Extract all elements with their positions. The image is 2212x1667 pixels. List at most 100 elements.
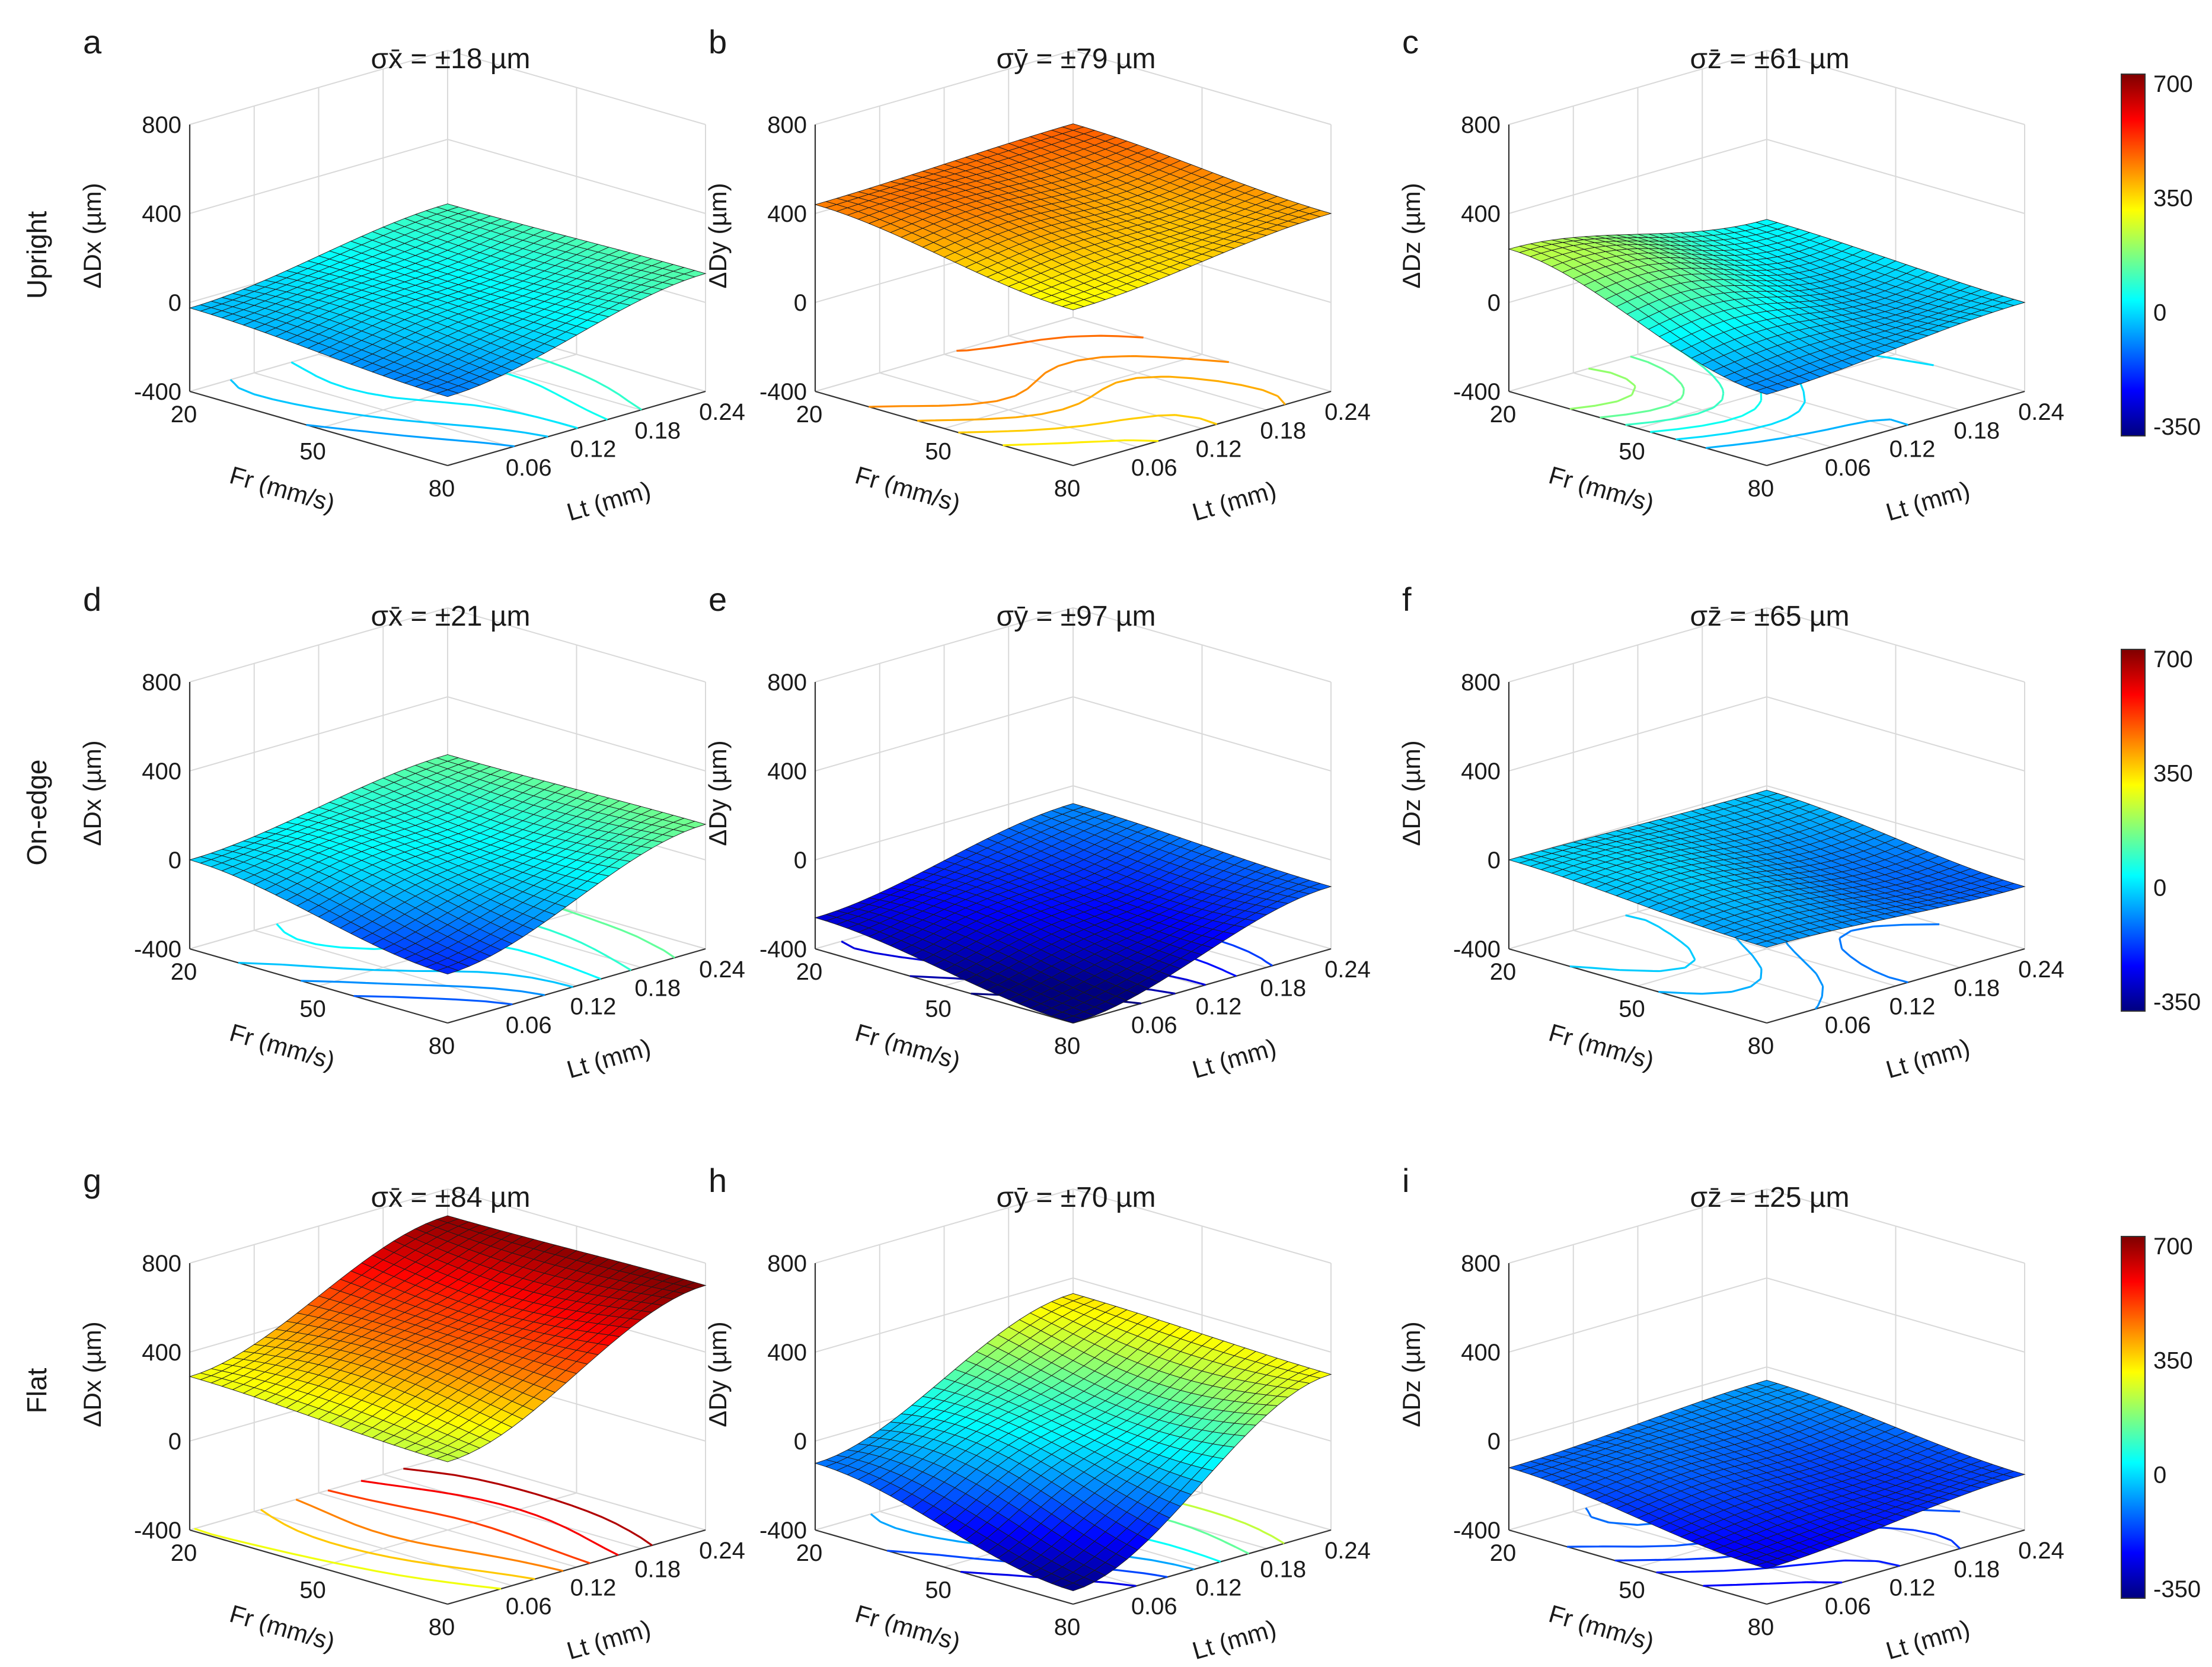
contour-line: [1569, 367, 1636, 410]
surface-mesh: [1508, 1380, 2026, 1569]
z-tick-label: 0: [168, 1429, 181, 1455]
z-tick-label: 800: [1461, 670, 1501, 696]
contour-line: [229, 379, 548, 438]
lt-tick-label: 0.12: [1196, 994, 1242, 1020]
grid-line: [1572, 106, 1832, 448]
lt-tick-label: 0.12: [1196, 1575, 1242, 1601]
fr-tick-label: 80: [1054, 1033, 1081, 1059]
panel-letter: h: [708, 1162, 727, 1199]
z-tick-label: 0: [1488, 290, 1501, 316]
z-tick-label: 800: [142, 1251, 181, 1277]
fr-axis-label: Fr (mm/s): [852, 1599, 963, 1656]
z-tick-label: 800: [142, 670, 181, 696]
lt-tick-label: 0.24: [699, 957, 745, 983]
z-tick-label: 400: [1461, 758, 1501, 785]
lt-axis-label: Lt (mm): [1189, 1614, 1279, 1665]
fr-tick-label: 80: [429, 1614, 455, 1640]
contour-line: [869, 355, 1229, 408]
lt-axis-label: Lt (mm): [1883, 476, 1973, 526]
lt-axis-label: Lt (mm): [1189, 476, 1279, 526]
fr-tick-label: 50: [925, 439, 952, 465]
lt-tick-label: 0.18: [1260, 975, 1306, 1001]
fr-tick-label: 20: [796, 959, 823, 985]
z-tick-label: 0: [794, 290, 807, 316]
row-label-flat: Flat: [21, 1368, 52, 1413]
z-axis-label: ΔDy (µm): [704, 1321, 732, 1427]
z-tick-label: 0: [168, 290, 181, 316]
z-tick-label: 0: [794, 1429, 807, 1455]
contour-line: [1600, 355, 1685, 419]
surface-cell: [436, 389, 459, 397]
lt-tick-label: 0.06: [1131, 1593, 1177, 1620]
panel-title: σȳ = ±97 µm: [996, 601, 1156, 632]
contour-line: [956, 334, 1144, 352]
panel-title: σz̄ = ±61 µm: [1690, 43, 1849, 75]
fr-axis-label: Fr (mm/s): [226, 1599, 338, 1656]
fr-tick-label: 50: [925, 996, 952, 1022]
row-label-upright: Upright: [21, 211, 52, 299]
fr-tick-label: 50: [299, 1577, 326, 1604]
fr-axis-label: Fr (mm/s): [226, 1018, 338, 1075]
surface-mesh: [1508, 790, 2026, 948]
lt-tick-label: 0.12: [1889, 436, 1936, 463]
panel-letter: c: [1402, 23, 1419, 60]
lt-axis-line: [1073, 390, 1332, 467]
lt-tick-label: 0.12: [1196, 436, 1242, 463]
surface-mesh: [814, 803, 1332, 1024]
z-tick-label: 400: [142, 1340, 181, 1366]
panel-title: σȳ = ±70 µm: [996, 1182, 1156, 1213]
z-tick-label: 800: [142, 112, 181, 138]
lt-tick-label: 0.06: [1131, 1012, 1177, 1038]
lt-tick-label: 0.18: [1260, 1556, 1306, 1582]
z-tick-label: 800: [767, 1251, 807, 1277]
contour-line: [958, 414, 1218, 434]
lt-tick-label: 0.18: [634, 1556, 681, 1582]
fr-tick-label: 80: [429, 476, 455, 502]
z-tick-label: 0: [168, 847, 181, 874]
lt-axis-label: Lt (mm): [564, 476, 654, 526]
fr-axis-label: Fr (mm/s): [852, 1018, 963, 1075]
contour-line: [1569, 914, 1696, 973]
row-label-text: Upright: [21, 211, 52, 299]
surface-mesh: [189, 754, 707, 974]
z-tick-label: 800: [767, 670, 807, 696]
z-tick-label: 800: [1461, 112, 1501, 138]
panel-title: σx̄ = ±84 µm: [371, 1182, 530, 1213]
fr-tick-label: 20: [796, 401, 823, 428]
panel-title: σȳ = ±79 µm: [996, 43, 1156, 75]
lt-tick-label: 0.24: [699, 399, 745, 425]
z-axis-label: ΔDx (µm): [78, 183, 106, 288]
contour-line: [1703, 1581, 1843, 1587]
lt-tick-label: 0.06: [506, 1593, 552, 1620]
z-axis-label: ΔDx (µm): [78, 740, 106, 846]
z-tick-label: 400: [1461, 201, 1501, 227]
z-tick-label: 400: [142, 201, 181, 227]
lt-tick-label: 0.06: [1825, 1012, 1871, 1038]
z-tick-label: 400: [767, 201, 807, 227]
panel-letter: g: [83, 1162, 101, 1199]
lt-tick-label: 0.24: [1324, 1538, 1371, 1564]
contour-line: [306, 423, 515, 448]
lt-tick-label: 0.24: [1324, 399, 1371, 425]
contour-line: [917, 375, 1287, 422]
fr-tick-label: 20: [1490, 401, 1517, 428]
panel-letter: d: [83, 581, 101, 618]
z-axis-label: ΔDy (µm): [704, 740, 732, 846]
row-label-on-edge: On-edge: [21, 759, 52, 865]
contour-line: [1705, 418, 1908, 450]
surface-mesh: [1508, 219, 2026, 395]
fr-axis-label: Fr (mm/s): [226, 461, 338, 517]
fr-axis-line: [815, 390, 1074, 467]
z-tick-label: -400: [134, 379, 181, 405]
fr-tick-label: 50: [1619, 439, 1645, 465]
panel-title: σx̄ = ±18 µm: [371, 43, 530, 75]
z-tick-label: 800: [767, 112, 807, 138]
surface-mesh: [814, 1293, 1332, 1591]
